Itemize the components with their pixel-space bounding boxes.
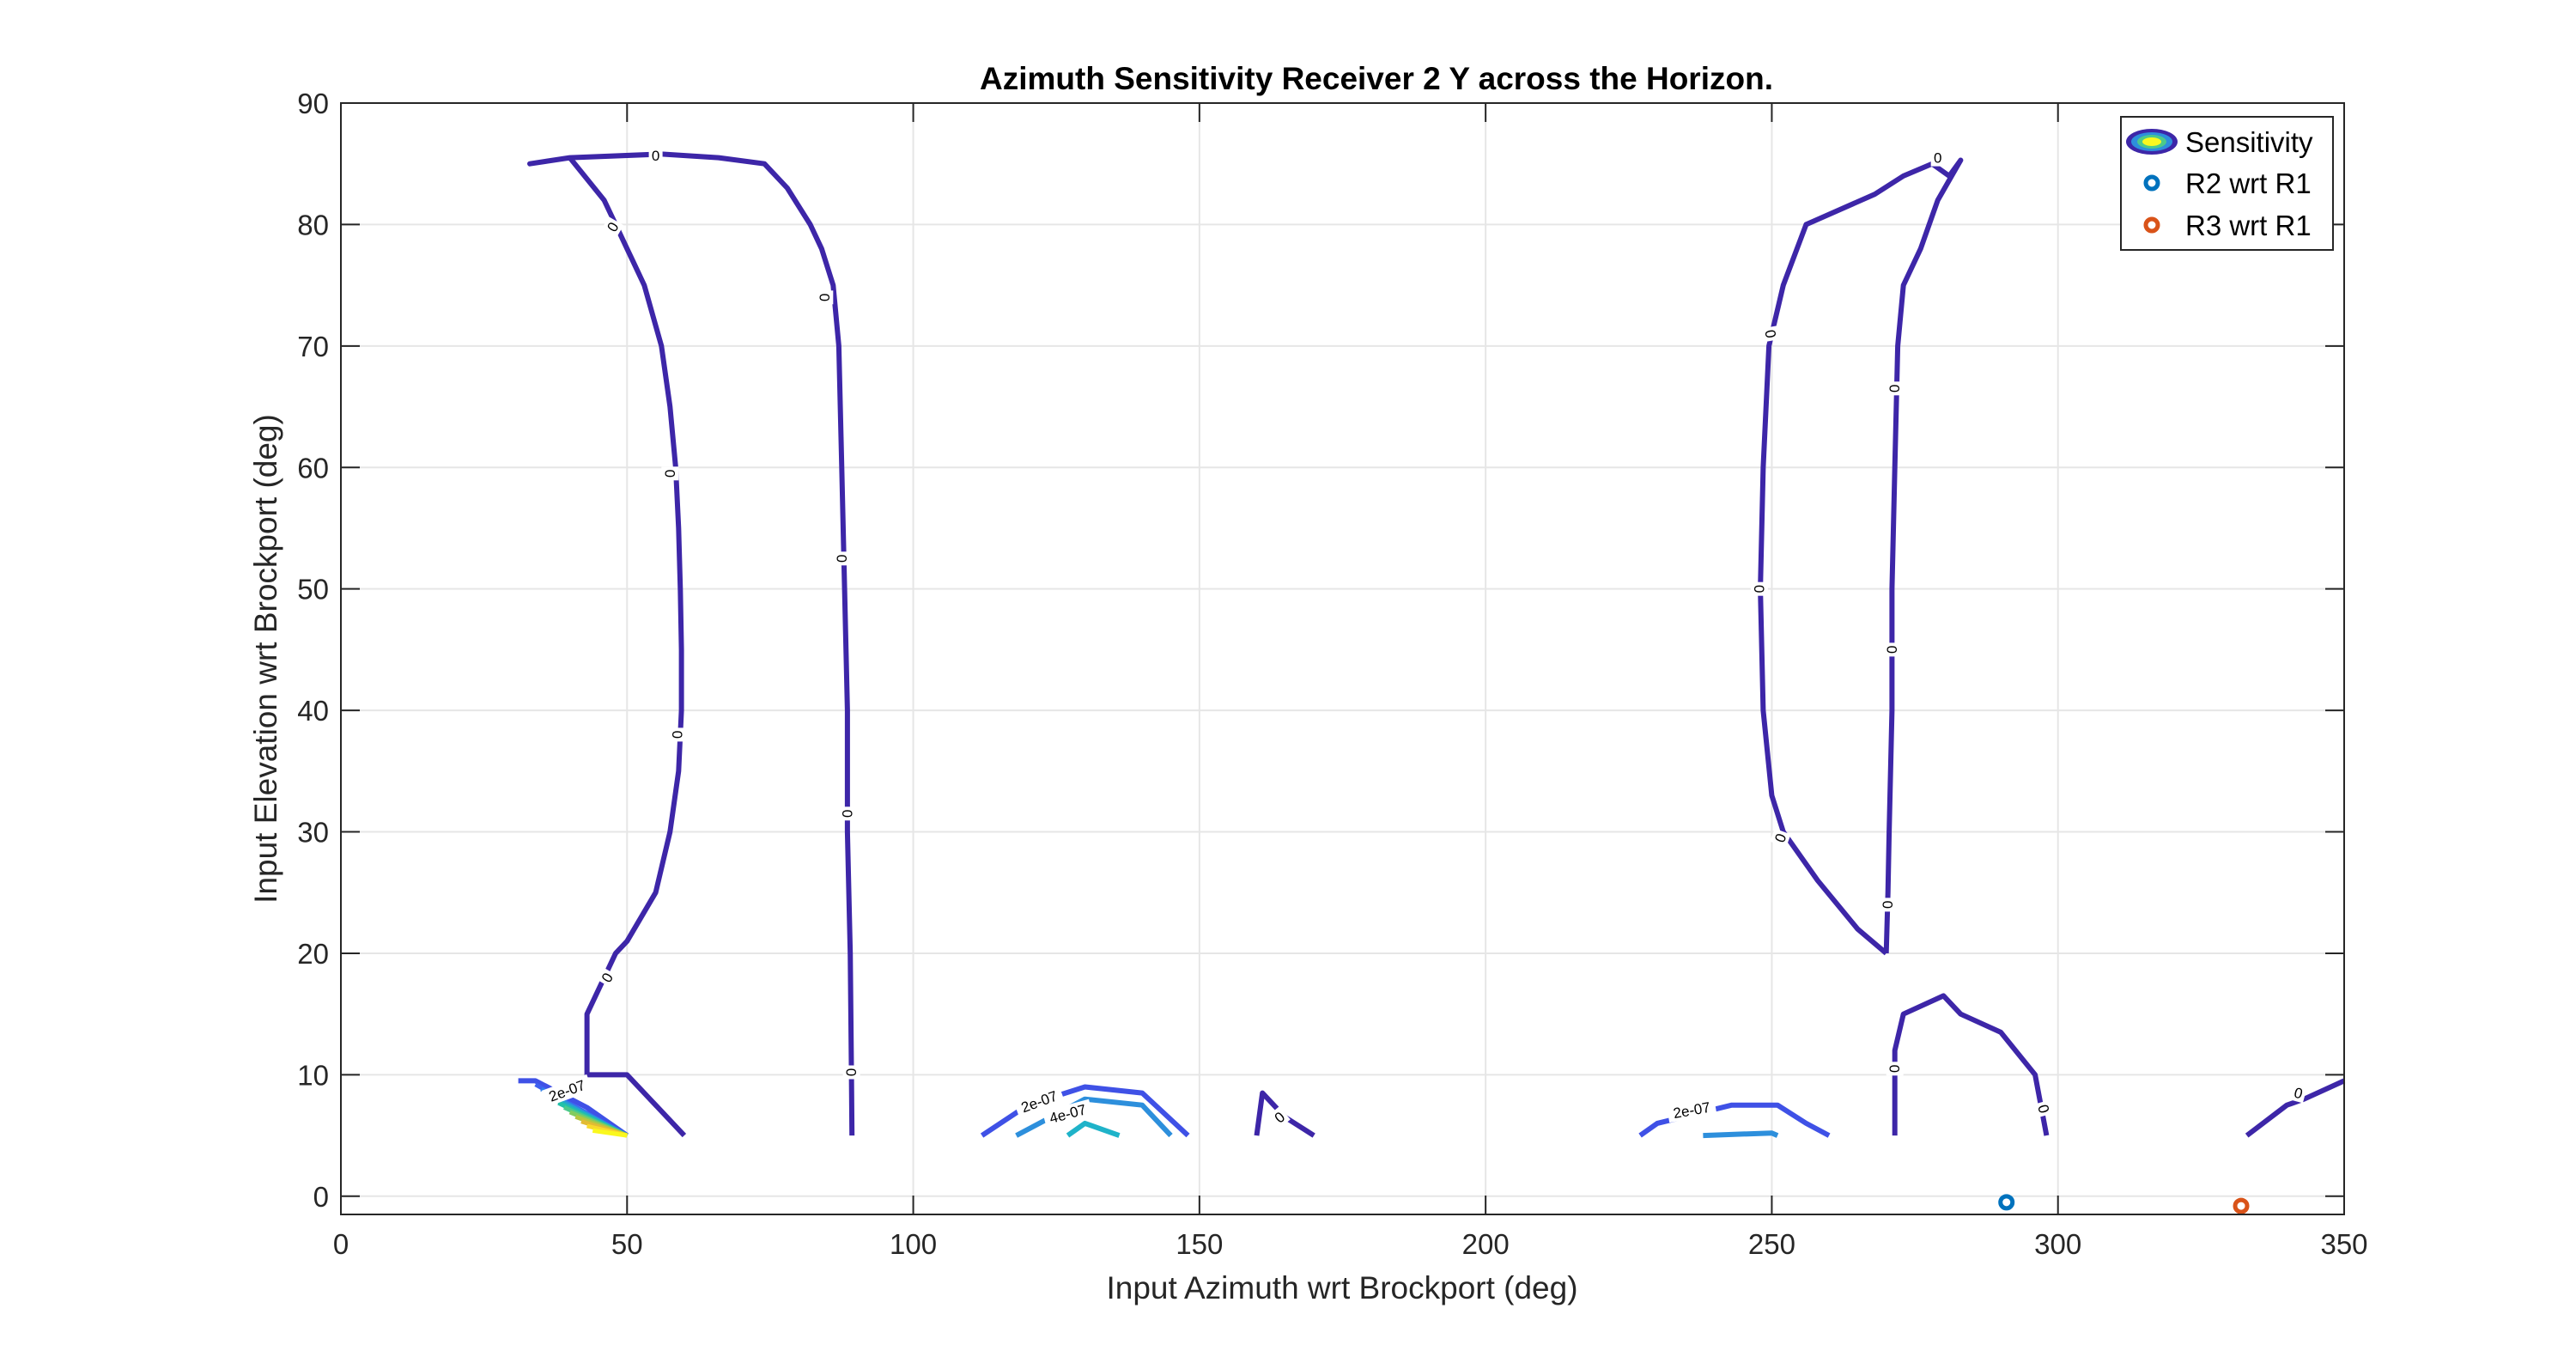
x-tick-label: 50 bbox=[611, 1228, 643, 1260]
x-tick-label: 350 bbox=[2320, 1228, 2367, 1260]
contour-label-23: 2e-07 bbox=[1666, 1097, 1717, 1123]
contour-label-8: 0 bbox=[842, 1065, 860, 1080]
svg-text:0: 0 bbox=[669, 731, 685, 739]
svg-text:0: 0 bbox=[833, 555, 849, 563]
x-tick-label: 250 bbox=[1748, 1228, 1795, 1260]
corner-contour-10 bbox=[592, 1128, 628, 1138]
contour-label-1: 0 bbox=[601, 216, 624, 238]
contour-label-19: 0 bbox=[2289, 1082, 2308, 1104]
x-tick-label: 150 bbox=[1176, 1228, 1223, 1260]
contour-label-10: 0 bbox=[1760, 326, 1781, 343]
x-tick-label: 0 bbox=[333, 1228, 349, 1260]
x-tick-label: 100 bbox=[890, 1228, 937, 1260]
x-axis-label: Input Azimuth wrt Brockport (deg) bbox=[1106, 1270, 1577, 1305]
contour-line-2 bbox=[1758, 157, 1964, 956]
contour-label-14: 0 bbox=[1886, 381, 1904, 396]
chart-title: Azimuth Sensitivity Receiver 2 Y across … bbox=[980, 61, 1773, 96]
contour-line-6 bbox=[980, 1084, 1190, 1138]
y-tick-label: 60 bbox=[297, 452, 329, 484]
svg-text:0: 0 bbox=[652, 148, 659, 164]
y-tick-label: 80 bbox=[297, 209, 329, 240]
y-tick-label: 20 bbox=[297, 938, 329, 970]
legend-entry-r2: R2 wrt R1 bbox=[2185, 167, 2312, 199]
plot-frame bbox=[340, 102, 2345, 1215]
contour-label-11: 0 bbox=[1750, 581, 1768, 596]
y-tick-label: 90 bbox=[297, 88, 329, 119]
contour-line-4 bbox=[2245, 1078, 2346, 1138]
contour-label-4: 0 bbox=[596, 967, 618, 989]
svg-text:0: 0 bbox=[1934, 150, 1941, 167]
contour-label-6: 0 bbox=[833, 551, 851, 566]
y-tick-label: 10 bbox=[297, 1059, 329, 1091]
svg-text:0: 0 bbox=[1751, 585, 1767, 593]
contour-line-9 bbox=[1638, 1102, 1831, 1138]
svg-text:0: 0 bbox=[1761, 328, 1778, 339]
svg-text:0: 0 bbox=[661, 470, 677, 478]
contour-label-7: 0 bbox=[838, 806, 856, 821]
legend-sensitivity-icon bbox=[2126, 129, 2178, 155]
contour-line-8 bbox=[1066, 1120, 1121, 1138]
contour-line-10 bbox=[1703, 1130, 1779, 1139]
contour-label-17: 0 bbox=[1886, 1062, 1904, 1076]
marker-r2 bbox=[1998, 1194, 2015, 1211]
svg-text:0: 0 bbox=[1886, 385, 1903, 393]
contour-label-15: 0 bbox=[1883, 642, 1901, 657]
contour-label-9: 0 bbox=[1268, 1106, 1291, 1129]
contour-label-2: 0 bbox=[661, 466, 679, 481]
contour-line-0 bbox=[527, 151, 855, 1138]
y-axis-label: Input Elevation wrt Brockport (deg) bbox=[248, 414, 283, 904]
contour-label-3: 0 bbox=[668, 727, 686, 742]
x-tick-label: 300 bbox=[2034, 1228, 2081, 1260]
svg-text:0: 0 bbox=[1880, 901, 1896, 909]
y-tick-label: 50 bbox=[297, 574, 329, 606]
svg-text:0: 0 bbox=[843, 1068, 860, 1076]
marker-r3 bbox=[2233, 1197, 2250, 1214]
axis-ticks: 0 50 100 150 200 250 300 350 0 10 20 30 40 50 60 70 80 90 bbox=[297, 88, 2367, 1260]
x-tick-label: 200 bbox=[1462, 1228, 1510, 1260]
grid bbox=[341, 102, 2344, 1214]
svg-text:2e-07: 2e-07 bbox=[1672, 1099, 1711, 1122]
contour-label-0: 0 bbox=[648, 146, 663, 164]
y-tick-label: 70 bbox=[297, 331, 329, 362]
legend-r2-icon bbox=[2143, 174, 2160, 192]
contour-label-18: 0 bbox=[2033, 1099, 2054, 1118]
receiver-markers bbox=[1998, 1194, 2250, 1214]
legend-entry-r3: R3 wrt R1 bbox=[2185, 210, 2312, 241]
y-tick-label: 40 bbox=[297, 695, 329, 727]
contour-label-5: 0 bbox=[816, 290, 834, 305]
svg-text:0: 0 bbox=[839, 810, 855, 818]
contour-label-12: 0 bbox=[1770, 828, 1791, 848]
contour-line-1 bbox=[1254, 1090, 1315, 1138]
contour-label-16: 0 bbox=[1879, 898, 1897, 912]
legend: Sensitivity R2 wrt R1 R3 wrt R1 bbox=[2120, 116, 2334, 251]
contour-label-13: 0 bbox=[1930, 149, 1945, 167]
contour-lines bbox=[518, 151, 2346, 1139]
svg-text:0: 0 bbox=[1886, 1065, 1903, 1073]
svg-text:0: 0 bbox=[1883, 646, 1899, 654]
legend-entry-sensitivity: Sensitivity bbox=[2185, 126, 2313, 158]
y-tick-label: 0 bbox=[313, 1181, 329, 1213]
svg-text:0: 0 bbox=[816, 294, 832, 301]
legend-r3-icon bbox=[2143, 216, 2160, 234]
y-tick-label: 30 bbox=[297, 817, 329, 849]
contour-line-3 bbox=[1892, 993, 2050, 1136]
